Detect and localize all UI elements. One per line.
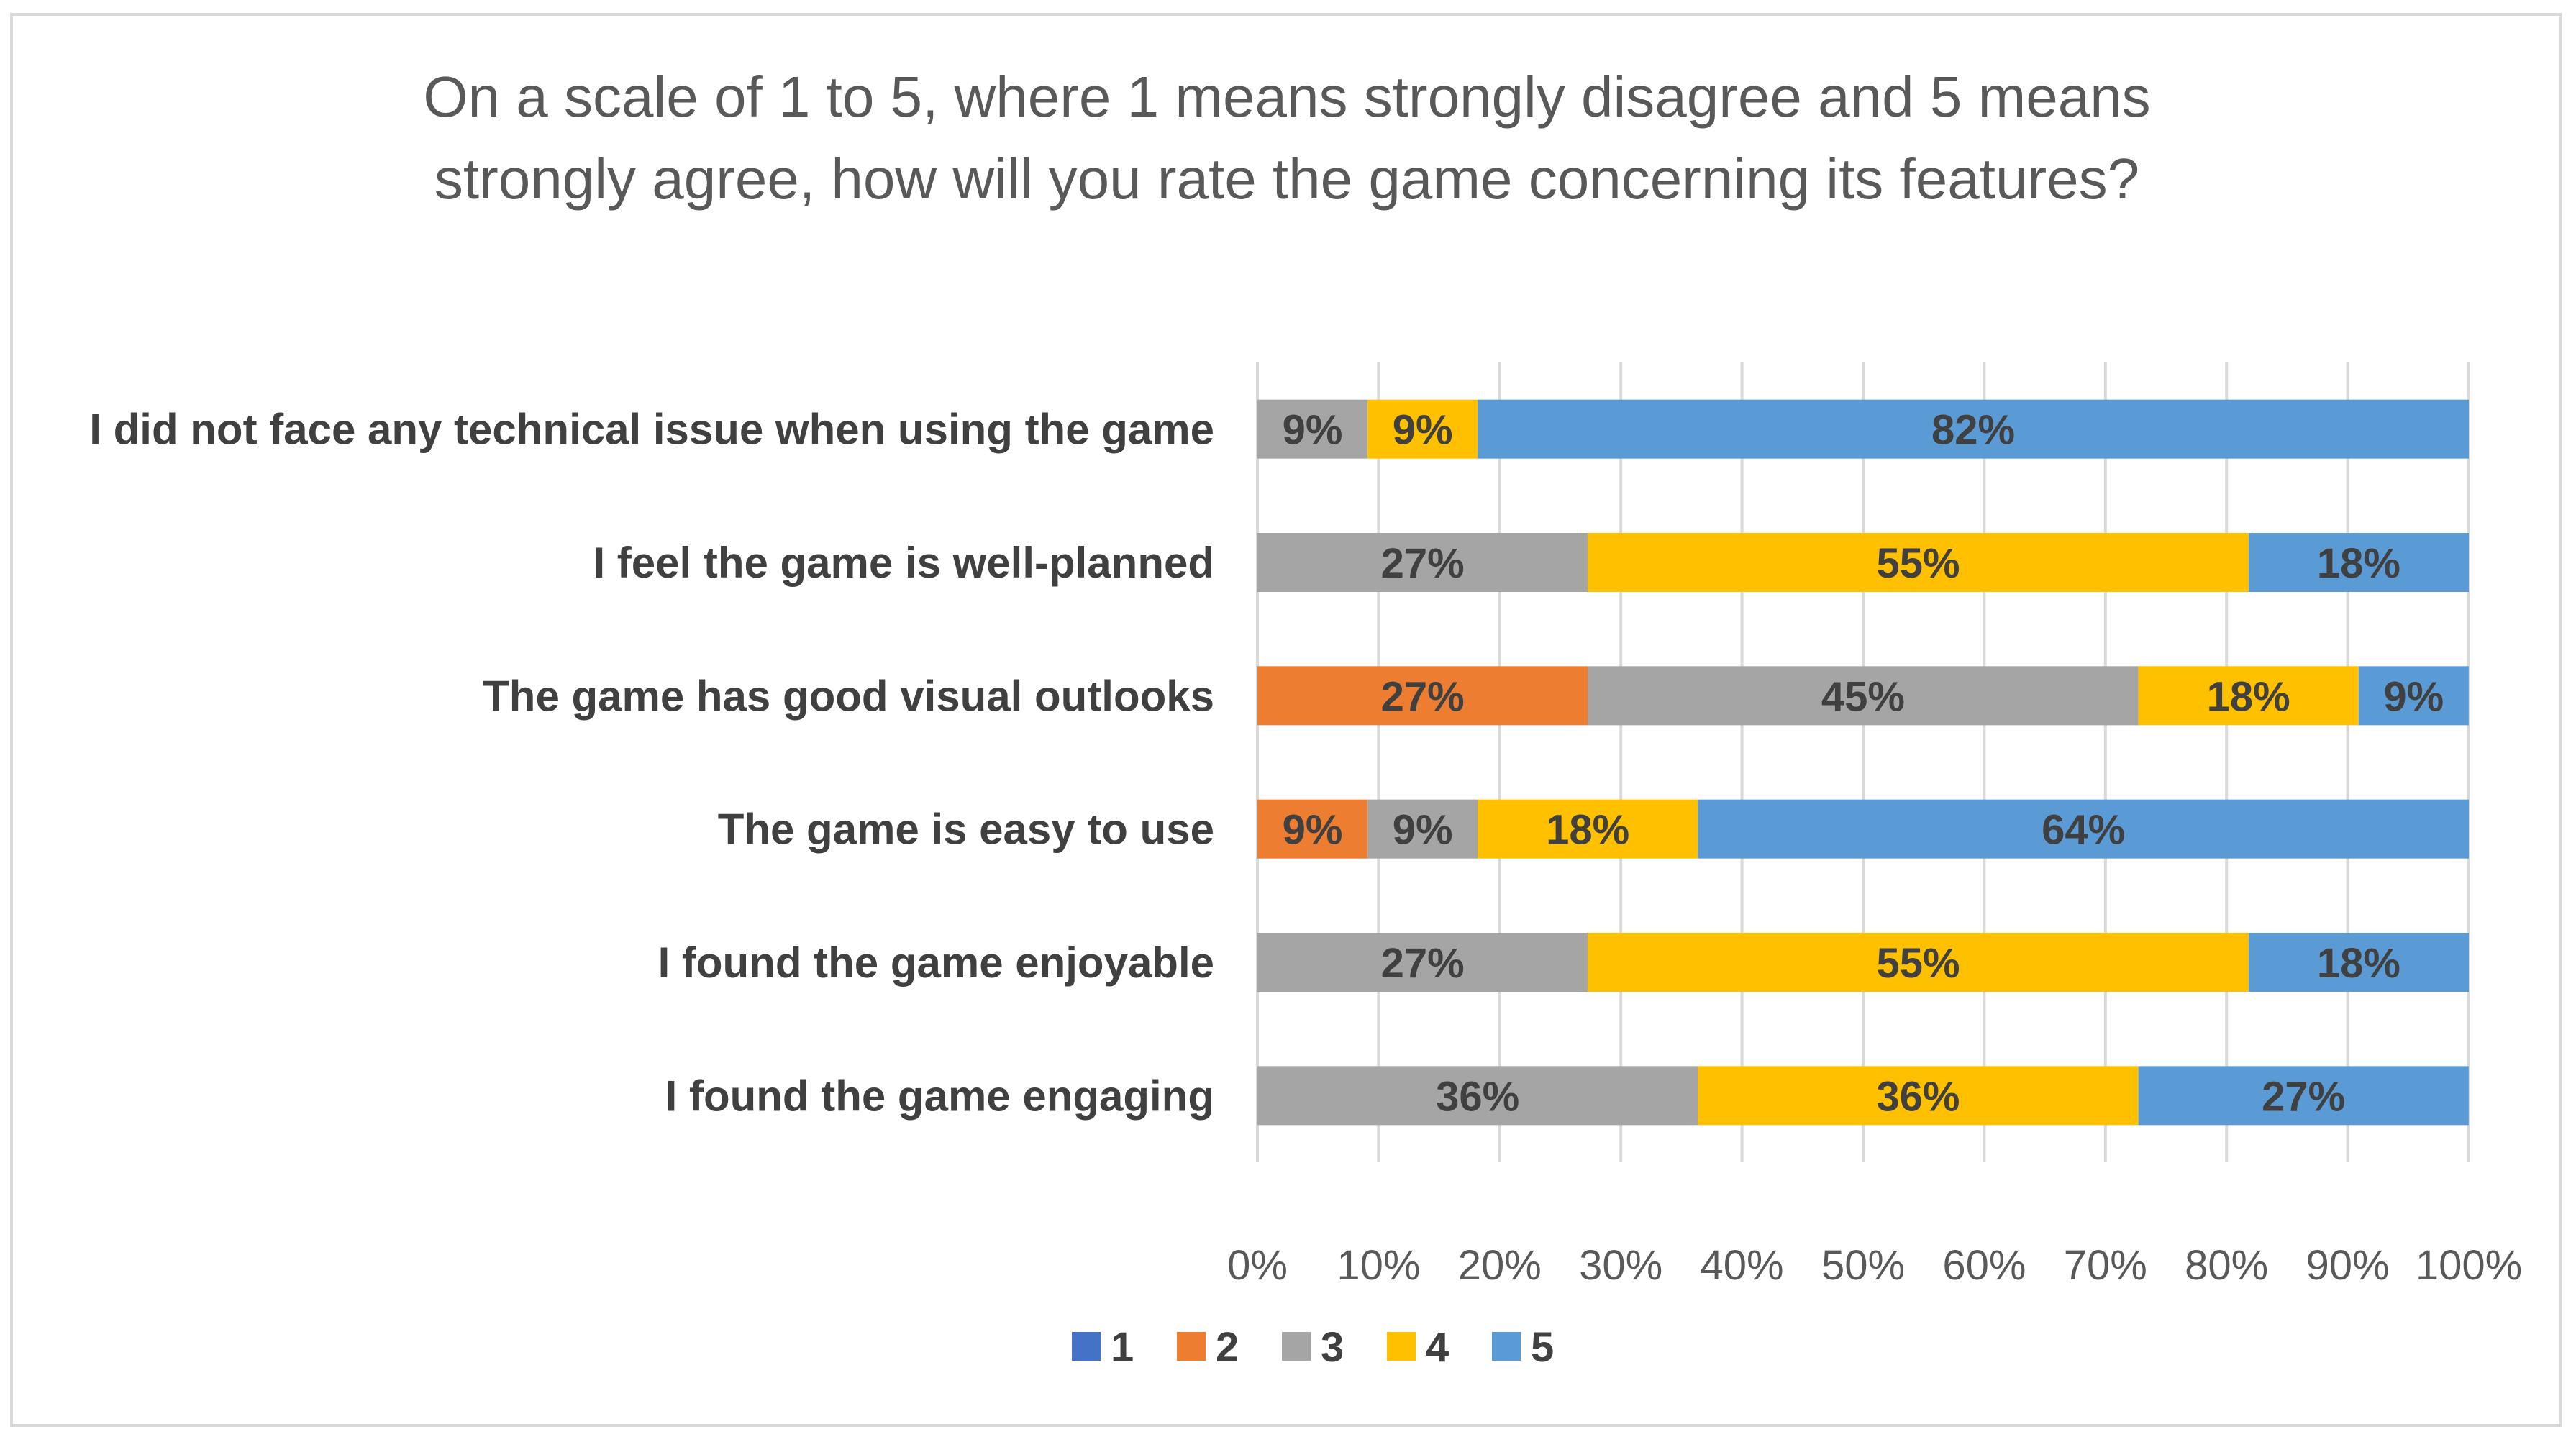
x-tick-label: 100%: [2416, 1242, 2522, 1289]
x-tick-label: 90%: [2306, 1242, 2390, 1289]
category-label: I found the game enjoyable: [658, 939, 1214, 987]
legend-swatch: [1387, 1332, 1416, 1361]
legend-label: 1: [1111, 1324, 1134, 1371]
category-label: I feel the game is well-planned: [593, 539, 1214, 587]
bar-segment: [1257, 666, 1588, 726]
data-label: 27%: [2262, 1073, 2345, 1120]
bar-segment: [1367, 799, 1478, 859]
x-tick-label: 70%: [2064, 1242, 2147, 1289]
bar-segment: [2248, 533, 2469, 592]
chart-frame: On a scale of 1 to 5, where 1 means stro…: [10, 13, 2562, 1427]
legend-swatch: [1492, 1332, 1521, 1361]
category-label: The game has good visual outlooks: [483, 672, 1214, 720]
bar-segment: [1698, 799, 2469, 859]
data-label: 18%: [2317, 940, 2400, 987]
data-label: 18%: [2207, 673, 2290, 720]
data-label: 9%: [1283, 407, 1343, 454]
x-tick-label: 40%: [1701, 1242, 1784, 1289]
bar-segment: [1257, 799, 1368, 859]
legend-swatch: [1072, 1332, 1101, 1361]
x-tick-label: 60%: [1942, 1242, 2026, 1289]
x-tick-label: 80%: [2185, 1242, 2268, 1289]
bar-segment: [1698, 1066, 2139, 1126]
data-label: 9%: [1283, 807, 1343, 854]
data-label: 18%: [1546, 807, 1629, 854]
x-tick-label: 0%: [1227, 1242, 1288, 1289]
data-label: 9%: [1393, 807, 1453, 854]
legend-label: 2: [1216, 1324, 1239, 1371]
data-label: 27%: [1381, 673, 1465, 720]
chart-title-line-1: On a scale of 1 to 5, where 1 means stro…: [423, 65, 2150, 129]
legend-swatch: [1282, 1332, 1311, 1361]
bar-segment: [1478, 399, 2469, 459]
data-label: 9%: [2383, 673, 2444, 720]
bar-segment: [1588, 933, 2249, 992]
legend-label: 3: [1321, 1324, 1344, 1371]
bar-segment: [1257, 1066, 1698, 1126]
x-tick-label: 30%: [1579, 1242, 1662, 1289]
bars: 9% 9% 82% 27% 55% 18% 27% 45% 18% 9% 9% 9% 18% 64% 27%…: [1257, 399, 2469, 1126]
category-label: The game is easy to use: [718, 806, 1214, 854]
bar-segment: [2358, 666, 2469, 726]
data-label: 36%: [1436, 1073, 1519, 1120]
bar-segment: [1367, 399, 1478, 459]
bar-segment: [1257, 533, 1588, 592]
bar-segment: [1588, 666, 2139, 726]
data-label: 64%: [2042, 807, 2125, 854]
data-label: 18%: [2317, 540, 2400, 587]
bar-segment: [1478, 799, 1698, 859]
legend: 1 2 3 4 5: [1072, 1324, 1554, 1371]
bar-segment: [2138, 666, 2359, 726]
data-label: 55%: [1876, 940, 1960, 987]
stacked-bar-chart: On a scale of 1 to 5, where 1 means stro…: [89, 65, 2522, 1371]
bar-segment: [1588, 533, 2249, 592]
category-label: I did not face any technical issue when …: [89, 406, 1214, 454]
gridlines: [1256, 362, 2470, 1162]
bar-segment: [1257, 933, 1588, 992]
legend-label: 4: [1426, 1324, 1449, 1371]
x-axis-ticks: 0% 10% 20% 30% 40% 50% 60% 70% 80% 90% 100%: [1227, 1242, 2522, 1289]
data-label: 27%: [1381, 540, 1465, 587]
x-tick-label: 50%: [1821, 1242, 1905, 1289]
chart-title: On a scale of 1 to 5, where 1 means stro…: [423, 65, 2150, 211]
data-label: 36%: [1876, 1073, 1960, 1120]
data-label: 27%: [1381, 940, 1465, 987]
data-label: 45%: [1821, 673, 1905, 720]
x-tick-label: 10%: [1337, 1242, 1420, 1289]
category-labels: I did not face any technical issue when …: [89, 406, 1214, 1121]
bar-segment: [2248, 933, 2469, 992]
data-label: 55%: [1876, 540, 1960, 587]
bar-segment: [2138, 1066, 2469, 1126]
data-label: 9%: [1393, 407, 1453, 454]
data-label: 82%: [1931, 407, 2015, 454]
category-label: I found the game engaging: [665, 1072, 1214, 1120]
bar-segment: [1257, 399, 1368, 459]
chart-title-line-2: strongly agree, how will you rate the ga…: [434, 147, 2139, 211]
legend-swatch: [1177, 1332, 1206, 1361]
legend-label: 5: [1531, 1324, 1554, 1371]
x-tick-label: 20%: [1458, 1242, 1542, 1289]
